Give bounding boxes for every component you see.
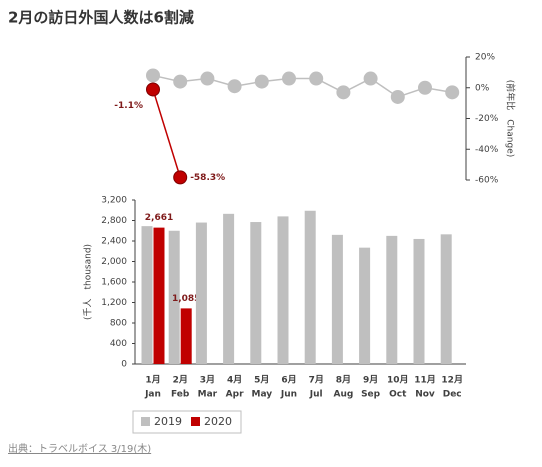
data-label: 2,661: [145, 213, 173, 223]
y-tick-label: 2,800: [101, 216, 127, 226]
data-label: -58.3%: [190, 173, 225, 183]
x-tick-label: Sep: [361, 390, 381, 400]
y-axis-label: (前年比 Change): [505, 80, 517, 157]
y-tick-label: 3,200: [101, 196, 127, 206]
data-label: 1,085: [172, 294, 200, 304]
y-tick-label: 0%: [475, 83, 490, 93]
y-tick-label: -20%: [475, 114, 499, 124]
bar: [141, 226, 153, 364]
legend-label: 2020: [204, 415, 232, 428]
bar: [440, 234, 452, 364]
y-tick-label: 20%: [475, 53, 495, 63]
source[interactable]: 出典：トラベルボイス 3/19(木): [8, 442, 151, 455]
marker: [309, 71, 324, 86]
x-tick-label: 1月: [145, 375, 160, 386]
marker: [200, 71, 215, 86]
marker: [363, 71, 378, 86]
x-tick-label: 4月: [227, 375, 242, 386]
bar: [413, 238, 425, 364]
x-tick-label: 3月: [200, 375, 215, 386]
bar: [304, 210, 316, 364]
y-tick-label: 1,200: [101, 298, 127, 308]
y-tick-label: 0: [121, 360, 127, 370]
x-tick-label: Jan: [144, 390, 161, 400]
bar: [386, 235, 398, 364]
x-tick-label: Nov: [415, 390, 435, 400]
marker: [282, 71, 296, 86]
bar: [223, 213, 235, 364]
bar: [180, 308, 192, 364]
bar: [359, 247, 371, 364]
bar: [153, 227, 165, 364]
bar: [250, 222, 262, 364]
y-tick-label: 2,400: [101, 237, 127, 247]
marker: [336, 85, 351, 100]
page-title: 2月の訪日外国人数は6割減: [8, 9, 194, 27]
y-tick-label: 2,000: [101, 257, 127, 267]
x-tick-label: Dec: [443, 390, 462, 400]
x-tick-label: 7月: [309, 375, 324, 386]
series-line: [152, 89, 181, 178]
x-tick-label: Apr: [226, 390, 244, 400]
x-tick-label: 11月: [414, 375, 436, 386]
marker: [173, 74, 188, 89]
x-tick-label: Mar: [198, 390, 218, 400]
marker: [146, 68, 160, 83]
marker: [418, 80, 432, 95]
x-tick-label: Feb: [171, 390, 190, 400]
x-tick-label: 8月: [336, 375, 351, 386]
marker: [173, 170, 188, 185]
legend-box: [132, 410, 242, 434]
x-tick-label: May: [251, 390, 272, 400]
x-tick-label: 5月: [254, 375, 269, 386]
x-tick-label: 2月: [173, 375, 188, 386]
bar: [195, 222, 207, 364]
x-tick-label: Jun: [280, 390, 297, 400]
y-tick-label: -60%: [475, 176, 499, 186]
x-tick-label: 6月: [281, 375, 296, 386]
marker: [254, 74, 269, 89]
y-tick-label: -40%: [475, 145, 499, 155]
x-tick-label: 10月: [387, 375, 409, 386]
y-tick-label: 1,600: [101, 278, 127, 288]
x-tick-label: Jul: [309, 390, 323, 400]
data-label: -1.1%: [114, 101, 143, 111]
bar: [168, 230, 180, 364]
y-tick-label: 400: [110, 339, 127, 349]
marker: [227, 79, 242, 94]
x-tick-label: 9月: [363, 375, 378, 386]
bar: [331, 234, 343, 364]
marker: [146, 82, 160, 97]
y-axis-label: (千人 thousand): [83, 244, 94, 320]
x-tick-label: Aug: [333, 390, 353, 400]
bar: [277, 216, 289, 364]
y-tick-label: 800: [110, 319, 127, 329]
marker: [390, 89, 405, 104]
legend-swatch: [141, 417, 150, 426]
legend-swatch: [191, 417, 200, 426]
marker: [445, 85, 460, 100]
x-tick-label: Oct: [389, 390, 407, 400]
series-line: [152, 74, 453, 98]
x-tick-label: 12月: [441, 375, 463, 386]
legend-label: 2019: [154, 415, 182, 428]
